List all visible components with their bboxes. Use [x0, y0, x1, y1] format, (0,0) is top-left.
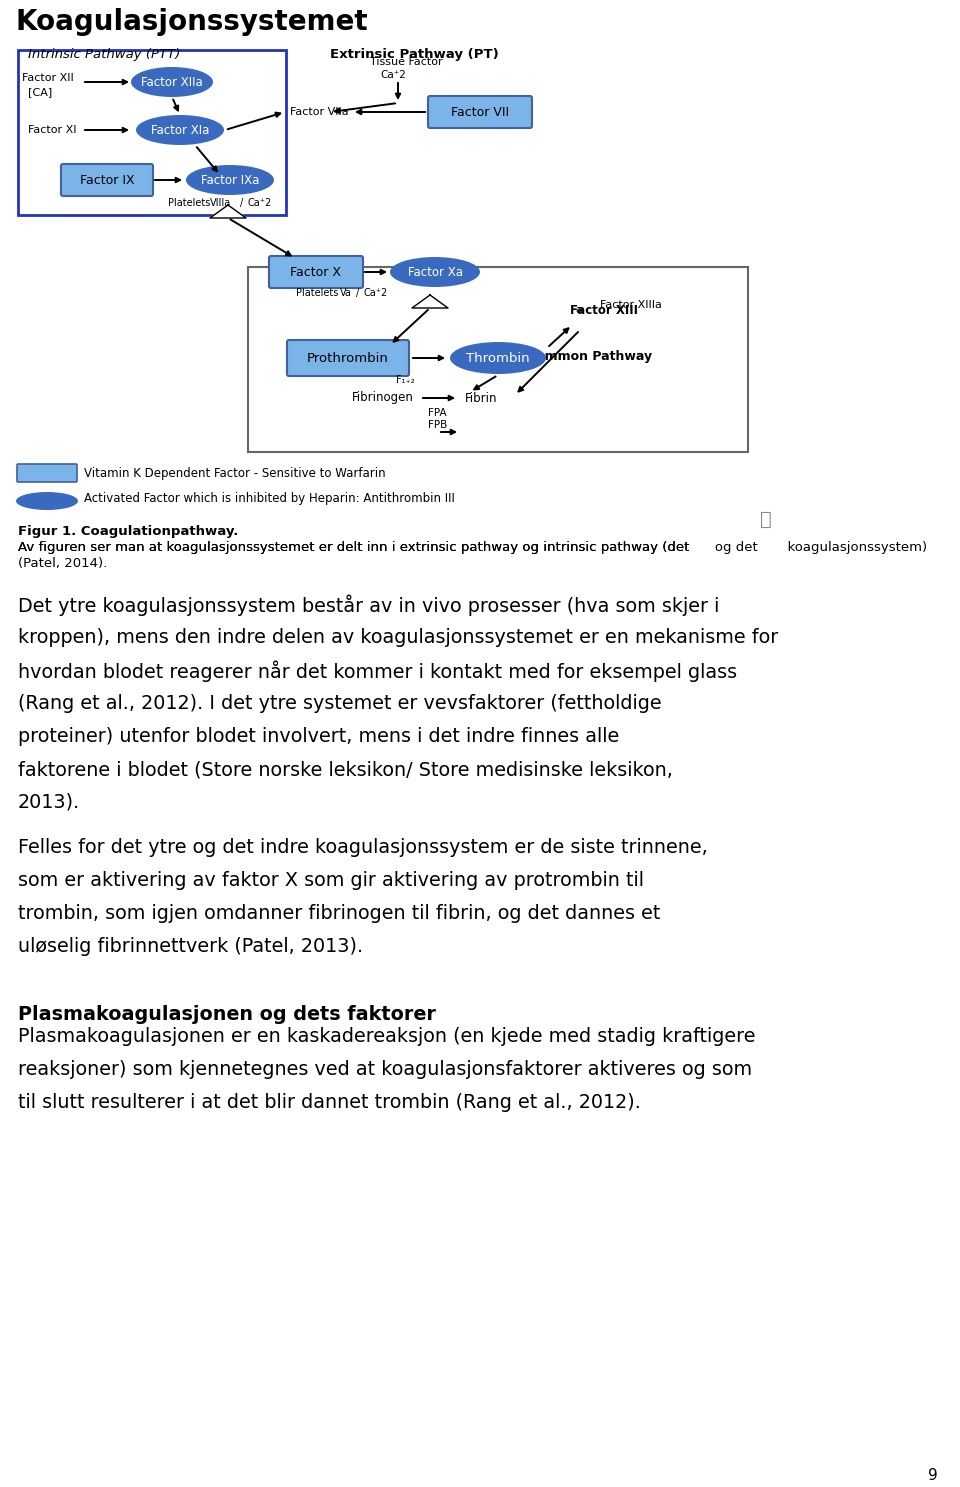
- Text: Factor VIIa: Factor VIIa: [290, 107, 348, 117]
- Text: Factor XII: Factor XII: [22, 73, 74, 83]
- Text: Av figuren ser man at koagulasjonssystemet er delt inn i extrinsic pathway og in: Av figuren ser man at koagulasjonssystem…: [18, 541, 694, 555]
- Text: Thrombin: Thrombin: [467, 351, 530, 364]
- Text: Figur 1. Coagulationpathway.: Figur 1. Coagulationpathway.: [18, 525, 238, 538]
- Text: Ca⁺2: Ca⁺2: [380, 70, 406, 80]
- Text: Factor XIIa: Factor XIIa: [141, 76, 203, 89]
- FancyBboxPatch shape: [17, 464, 77, 482]
- Text: Plasmakoagulasjonen og dets faktorer: Plasmakoagulasjonen og dets faktorer: [18, 1005, 436, 1025]
- Text: 2013).: 2013).: [18, 793, 81, 812]
- Text: faktorene i blodet (Store norske leksikon/ Store medisinske leksikon,: faktorene i blodet (Store norske leksiko…: [18, 760, 673, 779]
- Text: Av figuren ser man at koagulasjonssystemet er delt inn i extrinsic pathway og in: Av figuren ser man at koagulasjonssystem…: [18, 541, 927, 555]
- Text: uløselig fibrinnettverk (Patel, 2013).: uløselig fibrinnettverk (Patel, 2013).: [18, 937, 363, 956]
- Ellipse shape: [131, 67, 213, 97]
- Text: Tissue Factor: Tissue Factor: [370, 57, 443, 67]
- Text: til slutt resulterer i at det blir dannet trombin (Rang et al., 2012).: til slutt resulterer i at det blir danne…: [18, 1093, 641, 1112]
- Text: Fibrinogen: Fibrinogen: [352, 391, 414, 404]
- Text: reaksjoner) som kjennetegnes ved at koagulasjonsfaktorer aktiveres og som: reaksjoner) som kjennetegnes ved at koag…: [18, 1060, 752, 1080]
- FancyBboxPatch shape: [269, 256, 363, 288]
- Text: FPA: FPA: [428, 407, 446, 418]
- Text: Va: Va: [340, 288, 352, 297]
- Text: (Patel, 2014).: (Patel, 2014).: [18, 558, 108, 570]
- Text: Factor IXa: Factor IXa: [201, 174, 259, 186]
- Text: Factor Xa: Factor Xa: [407, 266, 463, 278]
- Text: Common Pathway: Common Pathway: [527, 349, 653, 363]
- Text: Felles for det ytre og det indre koagulasjonssystem er de siste trinnene,: Felles for det ytre og det indre koagula…: [18, 839, 708, 857]
- Text: Factor XIIIa: Factor XIIIa: [600, 300, 661, 309]
- FancyBboxPatch shape: [428, 97, 532, 128]
- Text: trombin, som igjen omdanner fibrinogen til fibrin, og det dannes et: trombin, som igjen omdanner fibrinogen t…: [18, 904, 660, 923]
- Text: a: a: [575, 305, 582, 315]
- Text: Factor X: Factor X: [291, 266, 342, 278]
- Text: Factor XI: Factor XI: [28, 125, 77, 135]
- Text: Activated Factor which is inhibited by Heparin: Antithrombin III: Activated Factor which is inhibited by H…: [84, 492, 455, 506]
- Text: 9: 9: [928, 1468, 938, 1483]
- FancyBboxPatch shape: [287, 341, 409, 376]
- Text: Vitamin K Dependent Factor - Sensitive to Warfarin: Vitamin K Dependent Factor - Sensitive t…: [84, 467, 386, 480]
- Text: Extrinsic Pathway (PT): Extrinsic Pathway (PT): [330, 48, 499, 61]
- Text: Intrinsic Pathway (PTT): Intrinsic Pathway (PTT): [28, 48, 180, 61]
- Text: Det ytre koagulasjonssystem består av in vivo prosesser (hva som skjer i: Det ytre koagulasjonssystem består av in…: [18, 595, 719, 617]
- Text: Platelets: Platelets: [168, 198, 210, 208]
- Ellipse shape: [390, 257, 480, 287]
- Text: /: /: [356, 288, 359, 297]
- Text: (Rang et al., 2012). I det ytre systemet er vevsfaktorer (fettholdige: (Rang et al., 2012). I det ytre systemet…: [18, 694, 661, 712]
- Text: VIIIa: VIIIa: [210, 198, 231, 208]
- Text: Fibrin: Fibrin: [465, 391, 497, 404]
- Text: hvordan blodet reagerer når det kommer i kontakt med for eksempel glass: hvordan blodet reagerer når det kommer i…: [18, 662, 737, 683]
- Ellipse shape: [186, 165, 274, 195]
- Text: Factor IX: Factor IX: [80, 174, 134, 186]
- Polygon shape: [210, 205, 246, 219]
- Text: Ca⁺2: Ca⁺2: [248, 198, 273, 208]
- Text: Factor XIII: Factor XIII: [570, 303, 638, 317]
- Text: FPB: FPB: [428, 419, 447, 430]
- Ellipse shape: [136, 114, 224, 146]
- Text: /: /: [240, 198, 243, 208]
- Text: som er aktivering av faktor X som gir aktivering av protrombin til: som er aktivering av faktor X som gir ak…: [18, 871, 644, 891]
- FancyBboxPatch shape: [61, 164, 153, 196]
- Text: Factor VII: Factor VII: [451, 106, 509, 119]
- Text: F₁₊₂: F₁₊₂: [396, 375, 415, 385]
- Text: Prothrombin: Prothrombin: [307, 351, 389, 364]
- Ellipse shape: [450, 342, 546, 375]
- Text: [CA]: [CA]: [28, 88, 52, 97]
- Text: Koagulasjonssystemet: Koagulasjonssystemet: [15, 7, 368, 36]
- Text: kroppen), mens den indre delen av koagulasjonssystemet er en mekanisme for: kroppen), mens den indre delen av koagul…: [18, 628, 779, 647]
- Text: Factor XIa: Factor XIa: [151, 123, 209, 137]
- Text: ⎙: ⎙: [760, 510, 772, 529]
- Text: Platelets: Platelets: [296, 288, 338, 297]
- Text: Plasmakoagulasjonen er en kaskadereaksjon (en kjede med stadig kraftigere: Plasmakoagulasjonen er en kaskadereaksjo…: [18, 1028, 756, 1045]
- Ellipse shape: [16, 492, 78, 510]
- Text: proteiner) utenfor blodet involvert, mens i det indre finnes alle: proteiner) utenfor blodet involvert, men…: [18, 727, 619, 746]
- Polygon shape: [412, 294, 448, 308]
- Text: Ca⁺2: Ca⁺2: [363, 288, 387, 297]
